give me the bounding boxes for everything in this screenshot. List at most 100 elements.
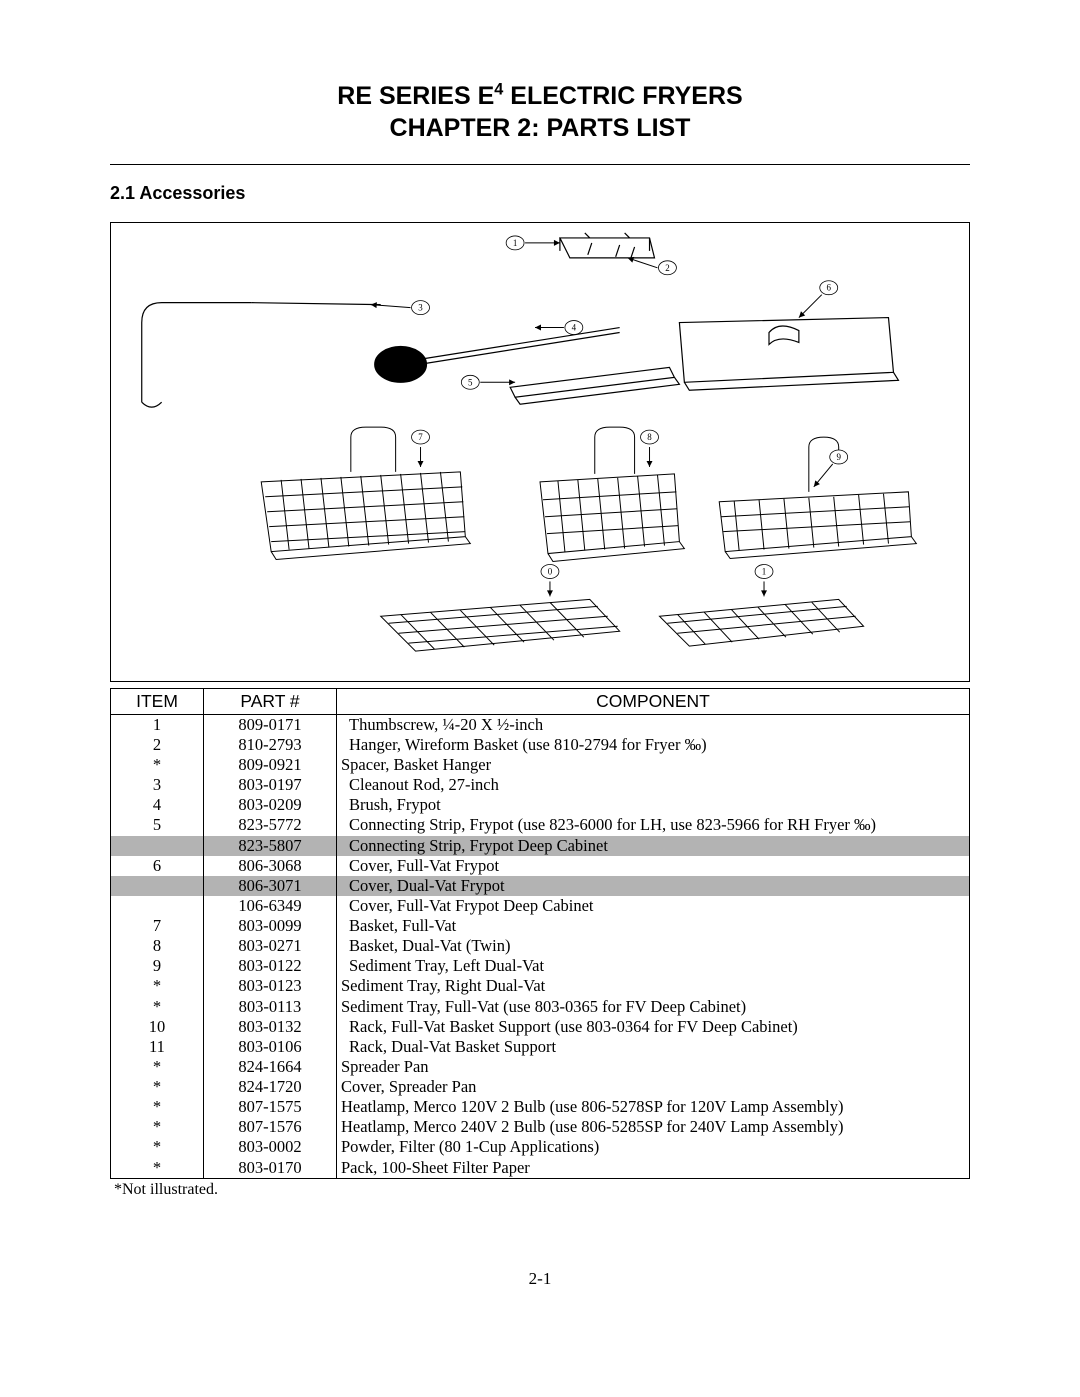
table-row: 806-3071Cover, Dual-Vat Frypot — [111, 876, 970, 896]
part-connecting-strip — [510, 367, 679, 404]
table-row: 6806-3068Cover, Full-Vat Frypot — [111, 856, 970, 876]
cell-part: 823-5772 — [204, 815, 337, 835]
cell-item — [111, 876, 204, 896]
cell-component: Cleanout Rod, 27-inch — [337, 775, 970, 795]
cell-item: 7 — [111, 916, 204, 936]
cell-item: 5 — [111, 815, 204, 835]
table-row: 3803-0197Cleanout Rod, 27-inch — [111, 775, 970, 795]
table-row: *824-1720Cover, Spreader Pan — [111, 1077, 970, 1097]
table-row: *803-0123Sediment Tray, Right Dual-Vat — [111, 976, 970, 996]
table-row: 2810-2793Hanger, Wireform Basket (use 81… — [111, 735, 970, 755]
cell-component: Basket, Dual-Vat (Twin) — [337, 936, 970, 956]
cell-component: Sediment Tray, Full-Vat (use 803-0365 fo… — [337, 997, 970, 1017]
cell-item: * — [111, 1057, 204, 1077]
cell-component: Rack, Dual-Vat Basket Support — [337, 1037, 970, 1057]
diagram-svg: 12345678901 — [111, 223, 969, 681]
cell-part: 807-1575 — [204, 1097, 337, 1117]
cell-item: * — [111, 997, 204, 1017]
cell-item: 9 — [111, 956, 204, 976]
table-row: *803-0002Powder, Filter (80 1-Cup Applic… — [111, 1137, 970, 1157]
page-number: 2-1 — [110, 1269, 970, 1289]
table-row: 11803-0106Rack, Dual-Vat Basket Support — [111, 1037, 970, 1057]
part-hanger-bracket — [560, 233, 655, 259]
cell-part: 809-0171 — [204, 714, 337, 735]
section-heading: 2.1 Accessories — [110, 183, 970, 204]
cell-component: Hanger, Wireform Basket (use 810-2794 fo… — [337, 735, 970, 755]
cell-part: 803-0122 — [204, 956, 337, 976]
cell-item: 11 — [111, 1037, 204, 1057]
cell-part: 806-3068 — [204, 856, 337, 876]
cell-part: 803-0099 — [204, 916, 337, 936]
footnote: *Not illustrated. — [110, 1179, 970, 1199]
cell-item: * — [111, 1077, 204, 1097]
table-row: 1809-0171Thumbscrew, ¼-20 X ½-inch — [111, 714, 970, 735]
svg-text:6: 6 — [826, 283, 831, 293]
page-title: RE SERIES E4 ELECTRIC FRYERS CHAPTER 2: … — [110, 80, 970, 144]
part-rack-full — [381, 599, 620, 651]
part-basket-dual — [540, 427, 684, 561]
cell-part: 824-1664 — [204, 1057, 337, 1077]
table-row: *803-0113Sediment Tray, Full-Vat (use 80… — [111, 997, 970, 1017]
cell-item: 4 — [111, 795, 204, 815]
title-rule — [110, 164, 970, 165]
table-row: 5823-5772Connecting Strip, Frypot (use 8… — [111, 815, 970, 835]
cell-component: Cover, Full-Vat Frypot — [337, 856, 970, 876]
svg-text:3: 3 — [418, 302, 423, 312]
cell-item: * — [111, 1097, 204, 1117]
cell-part: 803-0123 — [204, 976, 337, 996]
table-row: 10803-0132Rack, Full-Vat Basket Support … — [111, 1017, 970, 1037]
cell-part: 803-0271 — [204, 936, 337, 956]
cell-component: Spacer, Basket Hanger — [337, 755, 970, 775]
cell-component: Connecting Strip, Frypot Deep Cabinet — [337, 836, 970, 856]
part-cleanout-rod — [142, 302, 381, 407]
cell-part: 806-3071 — [204, 876, 337, 896]
svg-text:0: 0 — [548, 566, 553, 576]
svg-text:1: 1 — [762, 566, 766, 576]
cell-component: Powder, Filter (80 1-Cup Applications) — [337, 1137, 970, 1157]
table-row: *803-0170Pack, 100-Sheet Filter Paper — [111, 1158, 970, 1179]
table-row: 4803-0209Brush, Frypot — [111, 795, 970, 815]
table-row: *807-1575Heatlamp, Merco 120V 2 Bulb (us… — [111, 1097, 970, 1117]
cell-component: Spreader Pan — [337, 1057, 970, 1077]
table-row: 8803-0271Basket, Dual-Vat (Twin) — [111, 936, 970, 956]
cell-component: Basket, Full-Vat — [337, 916, 970, 936]
cell-part: 803-0106 — [204, 1037, 337, 1057]
cell-part: 803-0113 — [204, 997, 337, 1017]
cell-component: Sediment Tray, Left Dual-Vat — [337, 956, 970, 976]
cell-part: 803-0170 — [204, 1158, 337, 1179]
cell-component: Cover, Full-Vat Frypot Deep Cabinet — [337, 896, 970, 916]
cell-item: 2 — [111, 735, 204, 755]
cell-item — [111, 836, 204, 856]
title-line-1: RE SERIES E4 ELECTRIC FRYERS — [337, 82, 742, 110]
cell-part: 106-6349 — [204, 896, 337, 916]
cell-item: * — [111, 1117, 204, 1137]
table-row: *809-0921Spacer, Basket Hanger — [111, 755, 970, 775]
cell-item: 1 — [111, 714, 204, 735]
table-row: *807-1576Heatlamp, Merco 240V 2 Bulb (us… — [111, 1117, 970, 1137]
svg-text:5: 5 — [468, 377, 473, 387]
cell-component: Sediment Tray, Right Dual-Vat — [337, 976, 970, 996]
th-component: COMPONENT — [337, 688, 970, 714]
page: RE SERIES E4 ELECTRIC FRYERS CHAPTER 2: … — [0, 0, 1080, 1329]
parts-table: ITEM PART # COMPONENT 1809-0171Thumbscre… — [110, 688, 970, 1179]
title-line-2: CHAPTER 2: PARTS LIST — [390, 114, 691, 142]
cell-item: * — [111, 976, 204, 996]
th-item: ITEM — [111, 688, 204, 714]
cell-item: * — [111, 755, 204, 775]
cell-item: * — [111, 1137, 204, 1157]
svg-text:4: 4 — [572, 322, 577, 332]
cell-component: Brush, Frypot — [337, 795, 970, 815]
svg-text:1: 1 — [513, 238, 517, 248]
cell-component: Heatlamp, Merco 240V 2 Bulb (use 806-528… — [337, 1117, 970, 1137]
cell-item: 10 — [111, 1017, 204, 1037]
part-basket-full — [261, 427, 470, 559]
part-sediment-tray — [719, 437, 916, 558]
cell-item: 3 — [111, 775, 204, 795]
cell-item: 6 — [111, 856, 204, 876]
cell-component: Thumbscrew, ¼-20 X ½-inch — [337, 714, 970, 735]
part-brush — [375, 327, 620, 382]
cell-part: 803-0197 — [204, 775, 337, 795]
table-row: 9803-0122Sediment Tray, Left Dual-Vat — [111, 956, 970, 976]
cell-part: 824-1720 — [204, 1077, 337, 1097]
svg-text:2: 2 — [665, 263, 669, 273]
